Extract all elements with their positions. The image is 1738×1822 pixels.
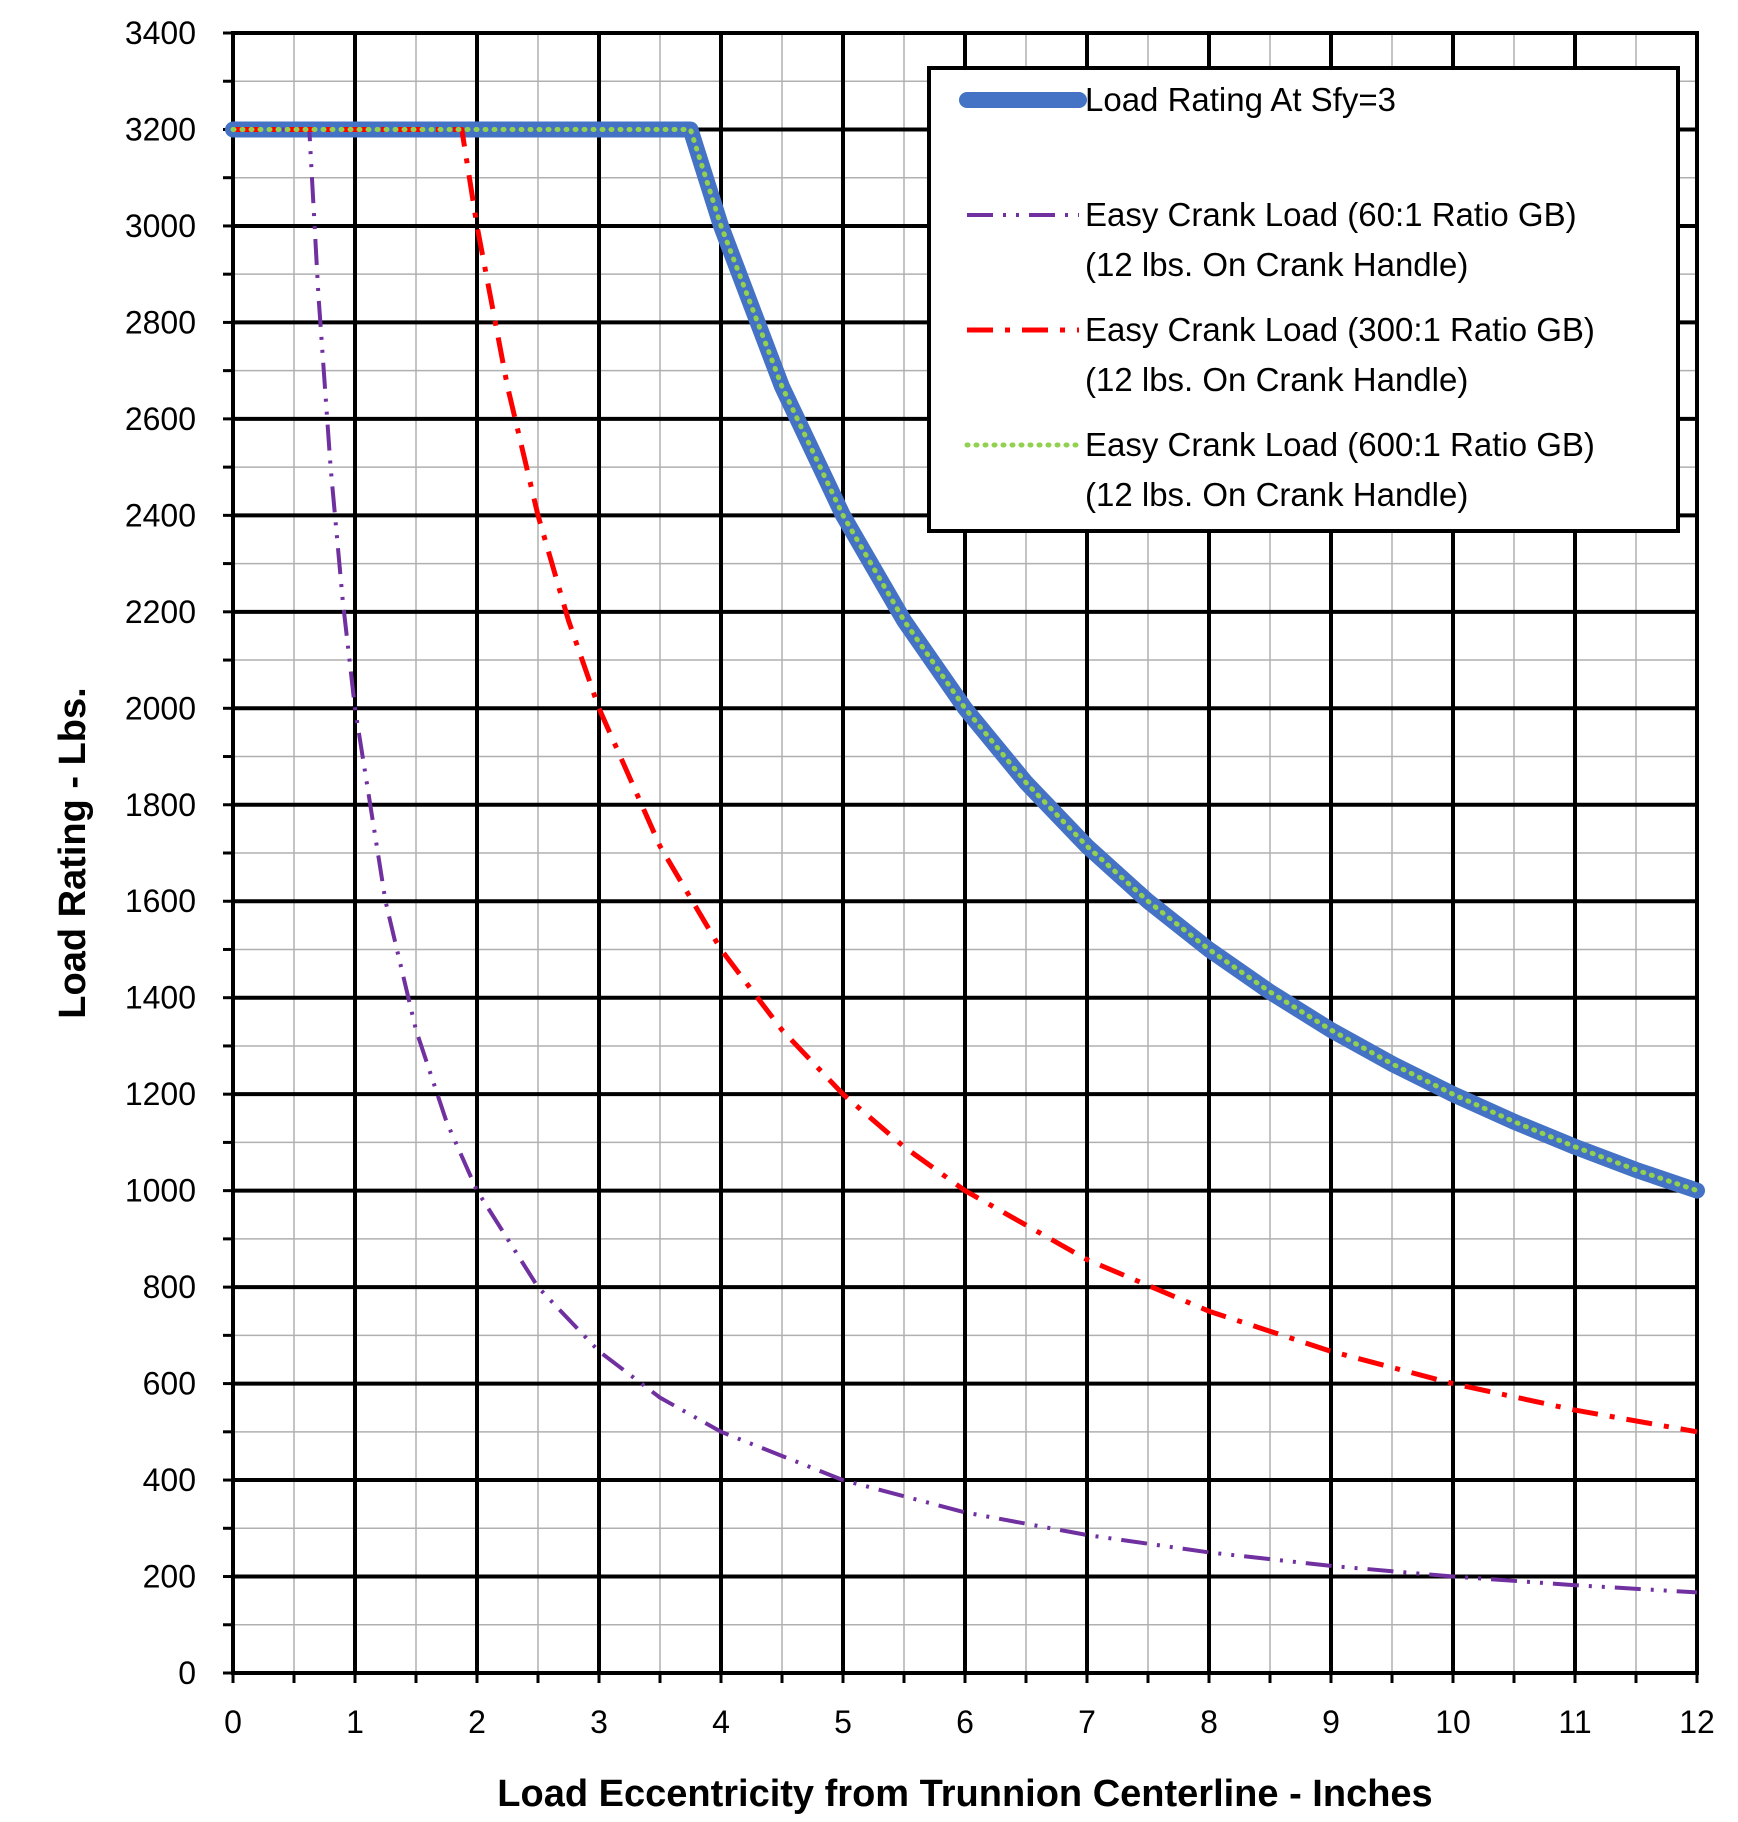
legend: Load Rating At Sfy=3 Easy Crank Load (60:… (927, 66, 1680, 533)
x-tick-label: 3 (590, 1704, 608, 1740)
y-axis-title: Load Rating - Lbs. (52, 687, 94, 1018)
y-tick-label: 0 (178, 1655, 196, 1691)
y-tick-label: 400 (143, 1462, 196, 1498)
legend-sublabel-4: (12 lbs. On Crank Handle) (1085, 476, 1468, 513)
x-tick-label: 8 (1200, 1704, 1218, 1740)
tick-marks (223, 31, 1699, 1683)
y-tick-label: 2000 (125, 690, 196, 726)
x-tick-label: 4 (712, 1704, 730, 1740)
major-gridlines (231, 31, 1699, 1675)
y-tick-label: 1200 (125, 1076, 196, 1112)
plot-frame (231, 31, 1699, 1675)
y-tick-label: 3000 (125, 208, 196, 244)
x-tick-label: 10 (1435, 1704, 1471, 1740)
y-tick-label: 600 (143, 1366, 196, 1402)
legend-label-1: Load Rating At Sfy=3 (1085, 81, 1396, 118)
x-axis-title: Load Eccentricity from Trunnion Centerli… (497, 1773, 1432, 1815)
x-tick-label: 1 (346, 1704, 364, 1740)
y-tick-label: 3200 (125, 111, 196, 147)
series-line-4 (230, 127, 1700, 1194)
series-line-3 (233, 127, 1698, 1435)
legend-sublabel-3: (12 lbs. On Crank Handle) (1085, 361, 1468, 398)
y-tick-labels: 0 200 400 600 800 1000 1200 1400 1600 1800 2000 220… (125, 15, 196, 1691)
y-tick-label: 1800 (125, 787, 196, 823)
y-tick-label: 2200 (125, 594, 196, 630)
y-tick-label: 200 (143, 1559, 196, 1595)
legend-sublabel-2: (12 lbs. On Crank Handle) (1085, 246, 1468, 283)
y-tick-label: 2400 (125, 497, 196, 533)
y-tick-label: 800 (143, 1269, 196, 1305)
legend-label-2: Easy Crank Load (60:1 Ratio GB) (1085, 196, 1577, 233)
y-tick-label: 1400 (125, 980, 196, 1016)
legend-label-3: Easy Crank Load (300:1 Ratio GB) (1085, 311, 1595, 348)
series-layer (225, 121, 1705, 1595)
x-tick-label: 0 (224, 1704, 242, 1740)
x-tick-label: 5 (834, 1704, 852, 1740)
legend-label-4: Easy Crank Load (600:1 Ratio GB) (1085, 426, 1595, 463)
y-tick-label: 1000 (125, 1173, 196, 1209)
x-tick-labels: 0 1 2 3 4 5 6 7 8 9 10 11 12 (224, 1704, 1715, 1740)
series-line-2 (233, 127, 1698, 1595)
y-tick-label: 2800 (125, 304, 196, 340)
x-tick-label: 11 (1558, 1704, 1591, 1740)
x-tick-label: 12 (1679, 1704, 1715, 1740)
legend-box (927, 66, 1680, 533)
x-tick-label: 2 (468, 1704, 486, 1740)
x-tick-label: 6 (956, 1704, 974, 1740)
x-tick-label: 7 (1078, 1704, 1096, 1740)
x-tick-label: 9 (1322, 1704, 1340, 1740)
y-tick-label: 1600 (125, 883, 196, 919)
y-tick-label: 3400 (125, 15, 196, 51)
y-tick-label: 2600 (125, 401, 196, 437)
